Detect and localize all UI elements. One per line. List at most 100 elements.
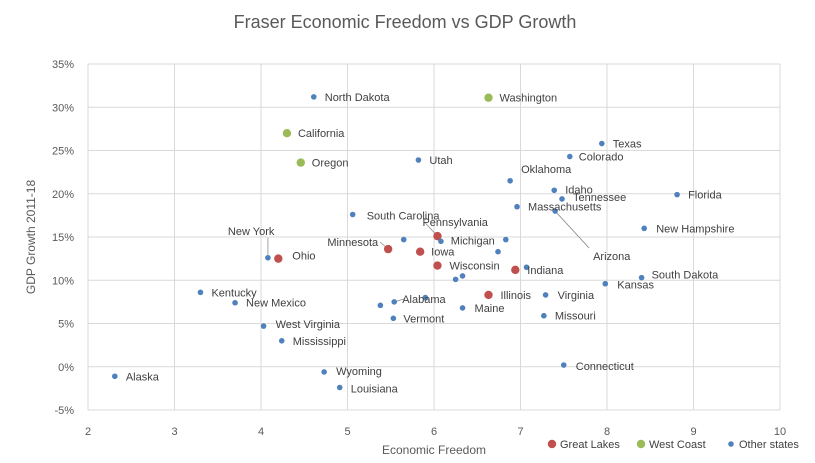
point-mississippi: [278, 338, 285, 344]
point-south-carolina: [349, 211, 356, 218]
chart-legend: Great Lakes West Coast Other states: [547, 439, 799, 451]
label-indiana: Indiana: [527, 265, 564, 277]
point-unlabeled: [377, 302, 384, 309]
legend-marker-other-states: [728, 441, 734, 447]
label-vermont: Vermont: [403, 313, 444, 325]
point-louisiana: [336, 384, 343, 391]
point-pennsylvania: [433, 231, 442, 241]
point-unlabeled: [438, 238, 444, 245]
label-pennsylvania: Pennsylvania: [422, 217, 488, 229]
point-vermont: [390, 315, 397, 322]
label-louisiana: Louisiana: [351, 384, 399, 396]
label-south-carolina: South Carolina: [367, 211, 441, 223]
point-kentucky: [197, 289, 204, 296]
point-florida: [674, 191, 680, 198]
y-tick-label: 25%: [52, 146, 74, 158]
data-points: [112, 93, 680, 391]
point-unlabeled: [400, 236, 407, 243]
label-utah: Utah: [429, 155, 452, 167]
point-maine: [459, 305, 466, 311]
label-oregon: Oregon: [312, 158, 349, 170]
point-washington: [484, 93, 493, 102]
label-florida: Florida: [688, 190, 723, 202]
x-tick-label: 8: [604, 426, 610, 438]
label-ohio: Ohio: [292, 251, 315, 263]
point-iowa: [415, 247, 425, 256]
legend-label-west-coast: West Coast: [649, 439, 706, 451]
x-tick-label: 3: [171, 426, 177, 438]
point-oregon: [296, 158, 305, 167]
y-axis-title: GDP Growth 2011-18: [24, 180, 38, 295]
y-tick-label: 5%: [58, 319, 74, 331]
label-wisconsin: Wisconsin: [449, 261, 499, 273]
x-tick-label: 4: [258, 426, 264, 438]
point-wisconsin: [433, 261, 442, 270]
label-alabama: Alabama: [402, 294, 446, 306]
label-massachusetts: Massachusetts: [528, 202, 602, 214]
point-missouri: [541, 312, 547, 319]
label-new-hampshire: New Hampshire: [656, 223, 734, 235]
label-colorado: Colorado: [579, 152, 624, 164]
label-texas: Texas: [613, 139, 642, 151]
label-mississippi: Mississippi: [293, 336, 346, 348]
label-north-dakota: North Dakota: [325, 92, 391, 104]
point-new-mexico: [232, 299, 238, 306]
label-oklahoma: Oklahoma: [521, 164, 572, 176]
point-illinois: [484, 290, 493, 300]
point-indiana: [511, 265, 520, 275]
point-unlabeled: [452, 276, 459, 283]
point-colorado: [567, 153, 573, 160]
x-tick-label: 7: [517, 426, 523, 438]
label-virginia: Virginia: [558, 290, 595, 302]
y-tick-label: 10%: [52, 275, 74, 287]
point-ohio: [274, 254, 283, 263]
label-washington: Washington: [499, 93, 557, 105]
point-south-dakota: [638, 274, 645, 281]
label-idaho: Idaho: [565, 184, 593, 196]
point-arizona: [552, 208, 558, 214]
y-tick-label: 35%: [52, 59, 74, 71]
legend-label-great-lakes: Great Lakes: [560, 439, 620, 451]
label-west-virginia: West Virginia: [276, 319, 341, 331]
point-connecticut: [560, 362, 567, 368]
point-wyoming: [321, 369, 327, 375]
label-kansas: Kansas: [617, 280, 654, 292]
point-unlabeled: [495, 248, 501, 255]
y-tick-label: 30%: [52, 102, 74, 114]
y-tick-label: 15%: [52, 232, 74, 244]
label-california: California: [298, 128, 345, 140]
label-connecticut: Connecticut: [576, 361, 634, 373]
point-alabama: [391, 299, 398, 305]
x-axis-title: Economic Freedom: [382, 443, 486, 457]
point-texas: [599, 140, 605, 147]
point-unlabeled: [422, 294, 429, 301]
label-south-dakota: South Dakota: [652, 270, 720, 282]
leader-arizona: [554, 210, 590, 249]
data-labels: Ohio Minnesota Pennsylvania Iowa Wisconsin In…: [126, 92, 735, 396]
label-missouri: Missouri: [555, 311, 596, 323]
point-tennessee: [559, 196, 565, 202]
point-new-hampshire: [641, 225, 647, 232]
y-tick-label: -5%: [54, 405, 74, 417]
x-tick-label: 9: [690, 426, 696, 438]
label-kentucky: Kentucky: [211, 287, 257, 299]
point-unlabeled: [523, 264, 530, 271]
y-tick-label: 20%: [52, 189, 74, 201]
point-kansas: [602, 280, 609, 287]
axis-ticks: 2 3 4 5 6 7 8 9 10 -5% 0% 5% 10% 15% 20% 25% 30% 35%: [52, 59, 786, 438]
point-massachusetts: [514, 203, 520, 210]
label-arizona: Arizona: [593, 251, 631, 263]
chart-title: Fraser Economic Freedom vs GDP Growth: [234, 12, 577, 32]
point-michigan: [502, 236, 509, 243]
point-new-york: [265, 254, 271, 261]
x-tick-label: 2: [85, 426, 91, 438]
point-unlabeled: [459, 273, 466, 279]
y-tick-label: 0%: [58, 362, 74, 374]
label-maine: Maine: [475, 303, 505, 315]
point-virginia: [542, 292, 549, 298]
point-california: [282, 129, 292, 138]
label-new-york: New York: [228, 226, 275, 238]
x-tick-label: 10: [774, 426, 786, 438]
